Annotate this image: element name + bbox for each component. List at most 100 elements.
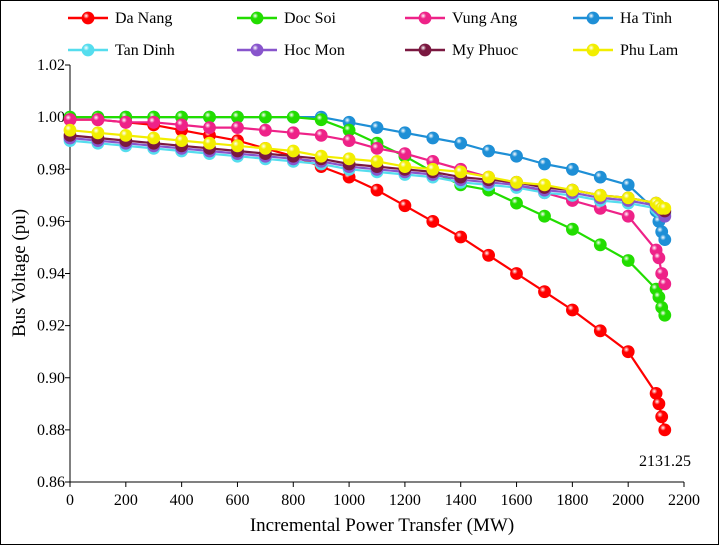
legend-swatch-marker [81, 11, 95, 25]
legend-swatch-marker [250, 43, 264, 57]
data-point-da-nang [510, 267, 523, 280]
legend-label: Da Nang [115, 10, 172, 27]
series-vung-ang [63, 113, 672, 291]
data-point-ha-tinh [454, 136, 468, 150]
x-tick-label: 1400 [445, 492, 477, 509]
x-tick-label: 600 [225, 492, 249, 509]
legend-item-ha-tinh: Ha Tinh [573, 10, 672, 27]
y-tick-label: 1.02 [37, 57, 65, 74]
legend-item-vung-ang: Vung Ang [405, 10, 517, 27]
data-point-ha-tinh [510, 149, 523, 163]
x-tick-label: 1200 [389, 492, 421, 509]
legend: Da Nang Doc Soi Vung Ang Ha Tinh Tan Dinh Hoc… [68, 10, 679, 59]
y-tick-label: 0.98 [37, 161, 65, 178]
data-point-ha-tinh [566, 162, 579, 176]
axes: 0.86 0.88 0.90 0.92 0.94 0.96 0.98 1.00 1.02 0 200… [37, 57, 700, 509]
data-point-phu-lam [566, 183, 579, 197]
legend-label: Hoc Mon [284, 42, 345, 59]
series-ha-tinh [63, 110, 672, 247]
data-point-da-nang [426, 214, 440, 228]
y-tick-label: 0.96 [37, 213, 65, 230]
data-point-ha-tinh [482, 144, 496, 158]
data-point-phu-lam [147, 131, 161, 145]
data-point-phu-lam [63, 123, 77, 137]
legend-item-phu-lam: Phu Lam [573, 42, 679, 59]
data-point-vung-ang [119, 115, 133, 129]
data-point-da-nang [566, 303, 579, 317]
legend-swatch-marker [586, 11, 600, 25]
x-tick-label: 1600 [501, 492, 533, 509]
legend-swatch-marker [418, 11, 432, 25]
legend-item-doc-soi: Doc Soi [237, 10, 337, 27]
data-point-doc-soi [593, 238, 607, 252]
legend-label: Phu Lam [620, 42, 679, 59]
data-point-doc-soi [286, 110, 300, 124]
data-point-phu-lam [621, 191, 635, 205]
data-point-doc-soi [314, 113, 328, 127]
legend-swatch-marker [81, 43, 95, 57]
y-tick-label: 0.88 [37, 422, 65, 439]
data-point-da-nang [658, 423, 672, 437]
data-point-doc-soi [658, 308, 672, 322]
data-point-vung-ang [398, 147, 412, 161]
data-point-da-nang [454, 230, 468, 244]
y-tick-label: 0.94 [37, 266, 65, 283]
data-point-phu-lam [91, 126, 105, 140]
legend-label: Vung Ang [452, 10, 517, 27]
data-point-phu-lam [510, 175, 523, 189]
data-point-vung-ang [370, 141, 384, 155]
legend-swatch-marker [250, 11, 264, 25]
data-point-phu-lam [426, 162, 440, 176]
x-tick-label: 400 [170, 492, 194, 509]
data-point-phu-lam [482, 170, 496, 184]
y-tick-label: 0.92 [37, 318, 65, 335]
data-point-ha-tinh [398, 126, 412, 140]
data-point-da-nang [538, 285, 551, 299]
data-point-vung-ang [231, 121, 244, 134]
data-point-doc-soi [566, 222, 579, 236]
data-point-vung-ang [652, 251, 666, 265]
data-point-phu-lam [203, 136, 216, 150]
data-point-phu-lam [342, 152, 356, 166]
data-point-ha-tinh [621, 178, 635, 192]
data-point-ha-tinh [370, 121, 384, 134]
x-tick-label: 2000 [612, 492, 644, 509]
x-limit-annotation: 2131.25 [639, 453, 691, 470]
legend-label: Ha Tinh [620, 10, 672, 27]
data-point-phu-lam [658, 201, 672, 215]
y-tick-label: 0.90 [37, 370, 65, 387]
data-point-vung-ang [658, 277, 672, 291]
legend-swatch-marker [586, 43, 600, 57]
data-point-ha-tinh [593, 170, 607, 184]
data-point-ha-tinh [426, 131, 440, 145]
data-point-doc-soi [538, 209, 551, 223]
data-point-phu-lam [538, 178, 551, 192]
legend-label: Tan Dinh [115, 42, 175, 59]
series-layer [63, 110, 672, 437]
data-point-phu-lam [258, 141, 272, 155]
x-axis-title: Incremental Power Transfer (MW) [250, 515, 514, 536]
data-point-ha-tinh [538, 157, 551, 171]
x-tick-label: 1000 [333, 492, 365, 509]
y-axis-title: Bus Voltage (pu) [9, 209, 30, 337]
x-tick-label: 800 [281, 492, 305, 509]
data-point-phu-lam [398, 160, 412, 174]
data-point-vung-ang [258, 123, 272, 137]
data-point-da-nang [370, 183, 384, 197]
legend-item-hoc-mon: Hoc Mon [237, 42, 345, 59]
data-point-vung-ang [91, 113, 105, 127]
series-da-nang [63, 113, 672, 437]
legend-item-da-nang: Da Nang [68, 10, 172, 27]
data-point-da-nang [621, 345, 635, 359]
data-point-vung-ang [342, 134, 356, 148]
data-point-phu-lam [119, 128, 133, 142]
data-point-phu-lam [231, 139, 244, 153]
data-point-vung-ang [147, 115, 161, 129]
series-phu-lam [63, 123, 672, 215]
data-point-doc-soi [621, 254, 635, 267]
data-point-da-nang [398, 199, 412, 213]
data-point-vung-ang [314, 128, 328, 142]
data-point-vung-ang [286, 126, 300, 140]
y-tick-label: 1.00 [37, 109, 65, 126]
